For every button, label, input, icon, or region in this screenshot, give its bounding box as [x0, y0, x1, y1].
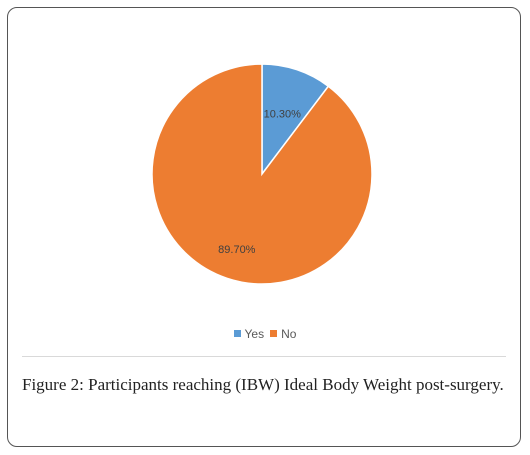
legend-swatch-no: [270, 330, 278, 337]
legend-label-no: No: [281, 326, 297, 341]
figure-frame: 10.30% 89.70% Yes No Figure 2: Participant…: [7, 7, 521, 447]
figure-caption-text: Participants reaching (IBW) Ideal Body W…: [88, 375, 504, 394]
legend-label-yes: Yes: [244, 326, 265, 341]
caption-divider: [22, 356, 506, 357]
chart-legend: Yes No: [8, 326, 522, 341]
data-label-no: 89.70%: [218, 244, 256, 256]
data-label-yes: 10.30%: [264, 109, 302, 121]
figure-label: Figure 2:: [22, 375, 84, 394]
figure-caption: Figure 2: Participants reaching (IBW) Id…: [22, 374, 508, 396]
pie-chart-svg: 10.30% 89.70%: [151, 63, 373, 285]
pie-slice-no: [151, 63, 373, 285]
legend-swatch-yes: [233, 330, 241, 337]
pie-chart: 10.30% 89.70%: [8, 8, 522, 356]
legend-item-yes: Yes: [233, 326, 265, 341]
legend-item-no: No: [270, 327, 296, 341]
pie-slice-yes: [261, 63, 330, 177]
